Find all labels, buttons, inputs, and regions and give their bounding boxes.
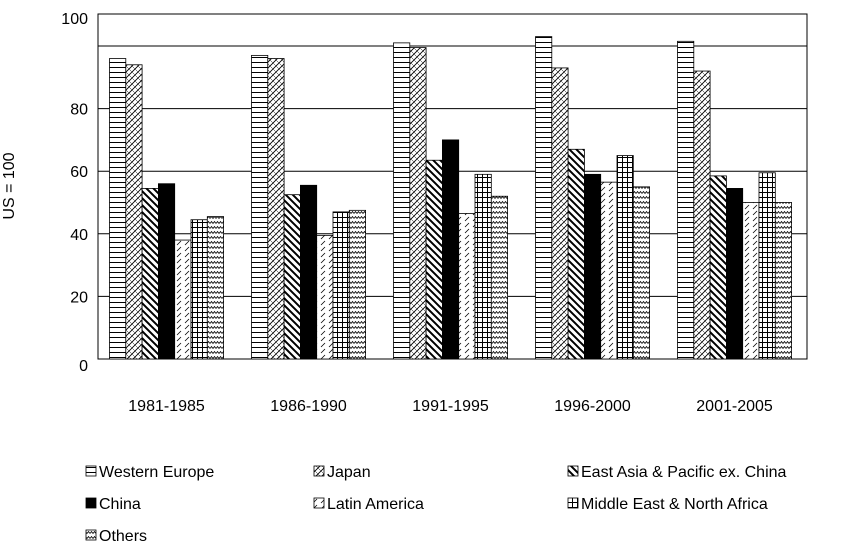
bar-china-4 [726, 188, 744, 360]
y-axis-ticks: 0 20 40 60 80 100 [61, 11, 88, 375]
legend-label: Latin America [327, 496, 424, 513]
y-tick-label: 80 [70, 102, 88, 119]
x-category-label: 1991-1995 [412, 398, 489, 415]
legend-swatch [567, 497, 579, 509]
bar-latin-america-2 [458, 213, 476, 360]
bar-western-europe-3 [535, 36, 553, 360]
legend-item: Latin America [313, 496, 424, 513]
x-category-label: 1996-2000 [554, 398, 631, 415]
bar-middle-east-north-africa-1 [332, 211, 350, 360]
legend-label: Japan [327, 464, 371, 481]
legend-item: Japan [313, 464, 371, 481]
x-axis-ticks: 1981-1985 1986-1990 1991-1995 1996-2000 2001… [128, 398, 773, 415]
bar-others-3 [632, 186, 650, 360]
bar-others-2 [490, 195, 508, 360]
bar-east-asia-pacific-ex-china-1 [283, 194, 301, 360]
bar-japan-3 [551, 67, 569, 360]
bar-china-3 [584, 173, 602, 360]
y-tick-label: 60 [70, 164, 88, 181]
bar-western-europe-1 [251, 54, 269, 360]
bar-east-asia-pacific-ex-china-3 [567, 148, 585, 360]
y-tick-label: 100 [61, 11, 88, 28]
legend-swatch [567, 465, 579, 477]
legend-item: Others [85, 528, 147, 545]
bar-japan-4 [693, 70, 711, 360]
bar-others-0 [206, 216, 225, 360]
bar-middle-east-north-africa-0 [190, 219, 208, 360]
legend-label: Western Europe [99, 464, 214, 481]
bar-japan-1 [267, 58, 285, 360]
legend-item: Middle East & North Africa [567, 496, 768, 513]
bar-china-0 [157, 183, 176, 360]
legend-swatch [85, 465, 97, 477]
x-category-label: 1981-1985 [128, 398, 205, 415]
bar-latin-america-3 [600, 181, 618, 360]
bar-others-1 [348, 209, 366, 360]
bar-china-2 [441, 139, 460, 360]
bar-latin-america-4 [742, 202, 760, 360]
bar-china-1 [299, 184, 318, 360]
y-axis-title: US = 100 [1, 152, 18, 219]
legend-item: East Asia & Pacific ex. China [567, 464, 787, 481]
bar-japan-2 [409, 47, 427, 360]
bar-latin-america-0 [174, 239, 192, 360]
bar-middle-east-north-africa-4 [758, 172, 776, 360]
legend: Western Europe Japan East Asia & Pacific e… [85, 464, 787, 545]
bar-east-asia-pacific-ex-china-4 [709, 175, 727, 360]
legend-swatch [313, 497, 325, 509]
legend-label: Others [99, 528, 147, 545]
y-tick-label: 20 [70, 289, 88, 306]
bar-western-europe-2 [393, 42, 411, 360]
y-tick-label: 40 [70, 227, 88, 244]
bar-east-asia-pacific-ex-china-2 [425, 159, 443, 360]
bar-middle-east-north-africa-3 [616, 155, 634, 360]
legend-item: China [85, 496, 141, 513]
legend-swatch [85, 529, 97, 541]
x-category-label: 2001-2005 [696, 398, 773, 415]
legend-swatch [313, 465, 325, 477]
legend-label: Middle East & North Africa [581, 496, 768, 513]
bar-others-4 [774, 202, 792, 360]
legend-item: Western Europe [85, 464, 214, 481]
bar-western-europe-4 [677, 40, 695, 360]
legend-label: East Asia & Pacific ex. China [581, 464, 787, 481]
legend-label: China [99, 496, 141, 513]
bar-east-asia-pacific-ex-china-0 [141, 188, 159, 360]
bars [109, 36, 792, 360]
x-category-label: 1986-1990 [270, 398, 347, 415]
legend-swatch [85, 497, 97, 509]
bar-japan-0 [125, 64, 143, 360]
y-tick-label: 0 [79, 358, 88, 375]
bar-middle-east-north-africa-2 [474, 173, 492, 360]
bar-western-europe-0 [109, 58, 127, 360]
bar-latin-america-1 [316, 234, 334, 360]
